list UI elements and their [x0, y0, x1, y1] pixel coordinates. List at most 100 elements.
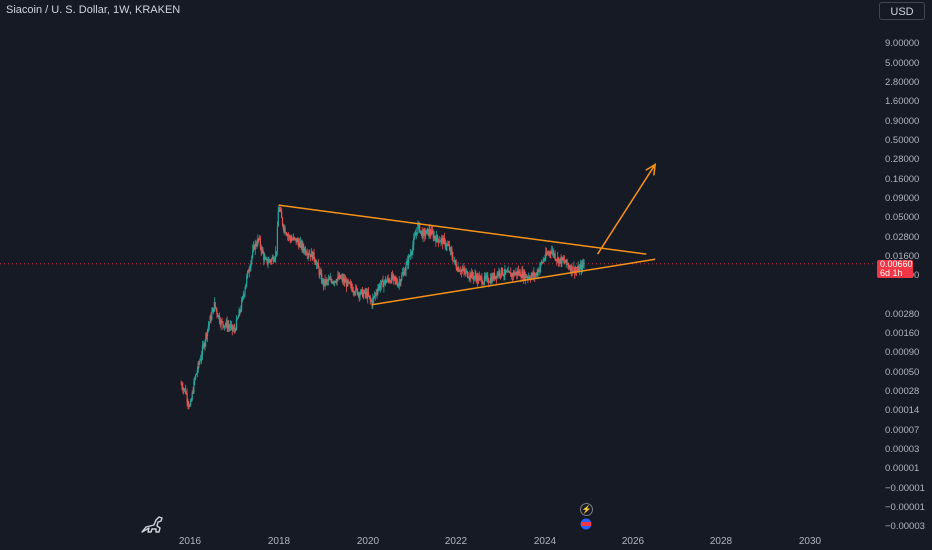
candle-body: [352, 291, 354, 293]
candle-body: [496, 273, 498, 279]
candle-body: [194, 378, 196, 381]
candle-body: [341, 277, 343, 279]
candle-body: [543, 259, 545, 261]
candle-body: [461, 269, 463, 271]
candle-body: [246, 270, 249, 277]
candle-body: [359, 293, 361, 297]
candle-body: [389, 281, 391, 282]
time-axis[interactable]: 2016 2018 2020 2022 2024 2026 2028 2030: [0, 532, 873, 550]
candle-body: [222, 321, 224, 325]
candle-body: [326, 280, 328, 282]
time-tick: 2028: [709, 536, 733, 547]
candle-body: [315, 262, 317, 266]
candle-body: [283, 227, 285, 230]
candle-body: [291, 239, 293, 241]
candle-body: [337, 276, 339, 279]
candle-body: [512, 272, 514, 276]
price-tick: −0.00001: [885, 483, 925, 494]
current-price-value: 0.00660: [880, 259, 913, 269]
candle-body: [568, 265, 570, 268]
candle-body: [265, 258, 267, 260]
candle-body: [522, 271, 524, 279]
candle-body: [558, 259, 560, 264]
candle-body: [554, 253, 556, 260]
candle-body: [521, 271, 523, 278]
candle-body: [319, 272, 321, 276]
candle-body: [187, 400, 189, 404]
candle-body: [369, 296, 371, 300]
candle-body: [373, 295, 376, 297]
candle-body: [225, 321, 227, 325]
candle-body: [241, 300, 243, 310]
candle-body: [459, 271, 461, 273]
candle-body: [473, 276, 475, 279]
price-tick: 0.28000: [885, 154, 920, 165]
candle-body: [347, 280, 349, 283]
candle-body: [398, 281, 400, 285]
candle-body: [199, 360, 201, 364]
candle-body: [189, 405, 191, 407]
candle-body: [288, 236, 290, 238]
candle-body: [262, 249, 264, 254]
candle-body: [477, 275, 480, 281]
candle-body: [551, 251, 553, 254]
candle-body: [510, 272, 512, 277]
candle-body: [413, 236, 416, 239]
candle-body: [442, 237, 445, 245]
price-tick: 0.00028: [885, 386, 920, 397]
candle-body: [538, 270, 540, 272]
candle-body: [281, 217, 284, 226]
candle-body: [219, 321, 221, 325]
candle-body: [183, 388, 186, 390]
candle-body: [338, 276, 340, 279]
candle-body: [221, 321, 223, 322]
candle-body: [428, 229, 430, 236]
candle-body: [363, 290, 365, 294]
candle-body: [570, 265, 572, 272]
candle-body: [231, 324, 233, 330]
candle-body: [452, 256, 454, 262]
candle-body: [505, 269, 507, 273]
candle-body: [367, 292, 370, 296]
symbol-title[interactable]: Siacoin / U. S. Dollar, 1W, KRAKEN: [6, 4, 181, 16]
candle-body: [526, 277, 528, 279]
candle-body: [246, 276, 248, 284]
candle-body: [292, 239, 294, 241]
candle-body: [581, 262, 583, 270]
candle-body: [312, 251, 314, 260]
candle-body: [546, 252, 548, 255]
candle-body: [344, 280, 347, 283]
candle-body: [212, 308, 215, 312]
candle-body: [544, 258, 546, 260]
price-tick: 0.00050: [885, 367, 920, 378]
currency-button[interactable]: USD: [879, 2, 925, 20]
candle-body: [318, 268, 320, 276]
candle-body: [476, 277, 478, 282]
candle-body: [494, 273, 496, 279]
candle-body: [457, 267, 459, 271]
candle-body: [411, 251, 413, 254]
candle-body: [361, 289, 363, 291]
candle-body: [482, 282, 485, 284]
candle-body: [248, 269, 250, 273]
candle-body: [530, 275, 532, 279]
candle-body: [301, 243, 303, 249]
candle-body: [402, 271, 405, 274]
candle-body: [563, 259, 566, 262]
candle-body: [575, 270, 578, 272]
candle-body: [183, 389, 185, 391]
candle-body: [387, 278, 389, 280]
candle-body: [269, 260, 272, 262]
price-chart[interactable]: [0, 0, 873, 532]
candle-body: [474, 274, 476, 277]
candle-body: [520, 276, 522, 278]
time-tick: 2030: [798, 536, 822, 547]
candle-body: [390, 281, 392, 283]
candle-body: [343, 279, 345, 282]
flag-icon[interactable]: [579, 518, 593, 530]
candle-body: [515, 271, 517, 274]
candle-body: [243, 294, 245, 296]
candle-body: [500, 267, 503, 275]
bolt-icon[interactable]: ⚡: [580, 503, 593, 516]
